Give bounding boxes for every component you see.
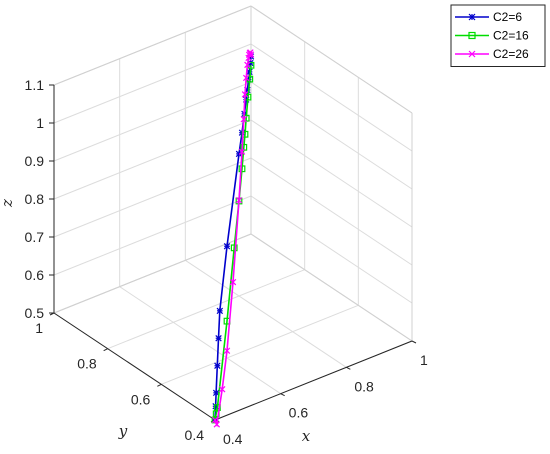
box-edge [53, 233, 252, 314]
z-tick-label: 0.6 [25, 267, 45, 283]
z-axis-label: z [0, 199, 16, 208]
y-tick-label: 1 [35, 320, 43, 336]
legend-entry: C2=16 [493, 29, 529, 43]
x-tick-label: 0.8 [354, 378, 374, 394]
wall-gridline-z [53, 43, 252, 124]
box-edge [53, 5, 252, 86]
wall-gridline-z [53, 119, 252, 200]
legend-box [450, 4, 546, 67]
floor-gridline-x [185, 259, 347, 368]
wall-gridline-z [250, 195, 413, 304]
legend-entry: C2=26 [493, 47, 529, 61]
x-axis-label: x [302, 427, 311, 445]
x-tick-mark [280, 393, 285, 397]
series-point [229, 278, 237, 286]
legend-marker [468, 50, 476, 58]
y-tick-mark [157, 383, 162, 387]
x-tick-label: 0.6 [289, 405, 309, 421]
wall-gridline-z [53, 81, 252, 162]
legend-entry: C2=6 [493, 10, 522, 24]
y-tick-mark [103, 348, 108, 352]
wall-gridline-z [250, 119, 413, 228]
box-edge [250, 233, 413, 342]
series-point [238, 165, 246, 173]
series-point [211, 416, 219, 424]
wall-gridline-z [250, 157, 413, 266]
z-tick-label: 0.9 [25, 153, 45, 169]
series-line [214, 56, 252, 421]
series-point [235, 197, 243, 204]
series-point [238, 148, 246, 155]
x-tick-label: 1 [420, 352, 428, 368]
z-tick-label: 1 [36, 115, 44, 131]
tick-layer: 0.40.60.810.40.60.810.50.60.70.80.911.1 [25, 77, 428, 447]
floor-gridline-y [161, 304, 359, 385]
z-tick-label: 0.7 [25, 229, 45, 245]
y-axis-label: y [118, 422, 128, 440]
series-point [223, 243, 231, 250]
z-tick-label: 0.8 [25, 191, 45, 207]
series-point [218, 386, 226, 393]
x-tick-mark [346, 366, 351, 370]
wall-gridline-z [53, 195, 252, 276]
series-point [247, 49, 254, 56]
series-point [230, 244, 238, 252]
x-tick-label: 0.4 [223, 431, 243, 447]
legend: C2=6 C2=16 C2=26 [450, 4, 546, 67]
series-point [214, 362, 221, 369]
series-point [214, 404, 221, 411]
y-tick-label: 0.8 [77, 356, 97, 372]
series-point [242, 74, 250, 82]
series-line [214, 65, 252, 421]
wall-gridline-z [53, 157, 252, 238]
wall-gridline-z [250, 81, 413, 190]
series-point [223, 347, 231, 355]
x-tick-mark [411, 340, 417, 344]
series-point [240, 115, 248, 123]
legend-marker [468, 13, 476, 21]
wall-gridline-z [250, 43, 413, 152]
z-tick-label: 0.5 [25, 305, 45, 321]
series-point [247, 51, 255, 58]
z-tick-label: 1.1 [25, 77, 45, 93]
y-tick-label: 0.6 [131, 391, 151, 407]
legend-marker [468, 31, 476, 40]
grid-layer [53, 5, 413, 421]
series-point [241, 91, 249, 98]
series-point [212, 389, 220, 397]
series-layer [211, 49, 255, 428]
box-layer [53, 5, 413, 421]
y-axis-line [53, 312, 216, 421]
floor-gridline-x [119, 286, 281, 395]
series-point [216, 307, 224, 315]
series-point [215, 335, 222, 342]
box-edge [250, 5, 413, 114]
y-tick-label: 0.4 [185, 427, 205, 443]
series-point [213, 421, 221, 428]
series-point [244, 61, 251, 69]
x-axis-line [214, 340, 413, 421]
floor-gridline-y [107, 269, 305, 350]
